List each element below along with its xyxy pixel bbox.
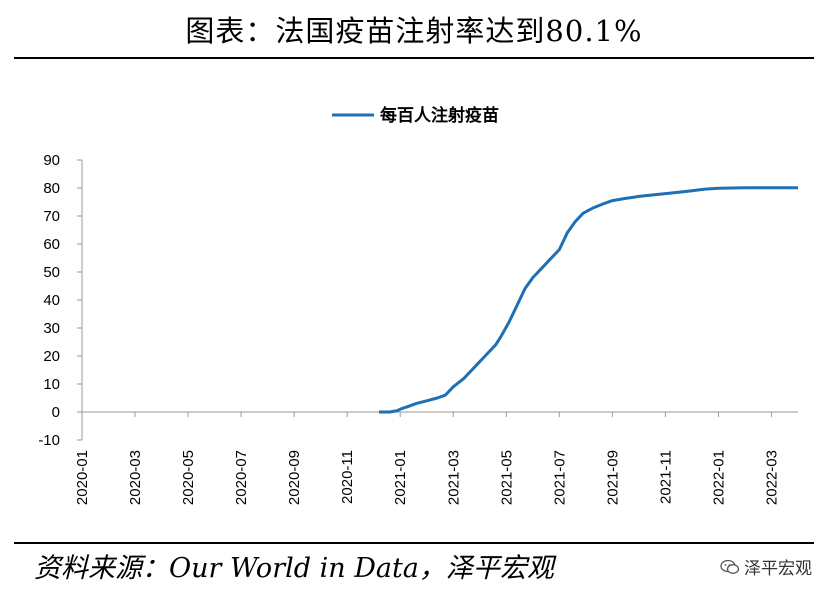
title-divider <box>14 57 814 59</box>
x-tick-label: 2021-03 <box>445 450 462 505</box>
y-tick-label: 10 <box>43 376 60 393</box>
y-axis: 90 80 70 60 50 40 30 20 10 0 -10 <box>38 152 83 449</box>
footer-divider <box>14 542 814 544</box>
x-axis: 2020-01 2020-03 2020-05 2020-07 2020-09 2020-… <box>74 411 798 505</box>
y-tick-label: 30 <box>43 320 60 337</box>
brand-name: 泽平宏观 <box>744 559 812 579</box>
x-tick-label: 2020-07 <box>233 450 250 505</box>
y-tick-label: 70 <box>43 208 60 225</box>
legend: 每百人注射疫苗 <box>332 105 499 126</box>
x-tick-label: 2020-01 <box>74 450 91 505</box>
y-tick-label: 50 <box>43 264 60 281</box>
x-tick-label: 2020-05 <box>180 450 197 505</box>
source-note: 资料来源：Our World in Data，泽平宏观 <box>34 553 554 584</box>
y-tick-label: 0 <box>52 404 60 421</box>
x-tick-label: 2021-11 <box>657 450 674 504</box>
x-tick-label: 2020-09 <box>286 450 303 505</box>
x-tick-label: 2020-03 <box>127 450 144 505</box>
brand-badge: 泽平宏观 <box>720 554 812 579</box>
wechat-icon <box>720 559 740 574</box>
x-tick-label: 2021-09 <box>604 450 621 505</box>
y-tick-label: 90 <box>43 152 60 169</box>
y-tick-label: 40 <box>43 292 60 309</box>
page-title: 图表：法国疫苗注射率达到80.1% <box>185 14 643 48</box>
x-tick-label: 2022-01 <box>710 450 727 505</box>
series-line <box>379 186 798 414</box>
x-tick-label: 2021-01 <box>392 450 409 505</box>
x-tick-label: 2022-03 <box>763 450 780 505</box>
x-tick-label: 2021-07 <box>551 450 568 505</box>
y-tick-label: -10 <box>38 432 60 449</box>
x-tick-label: 2020-11 <box>339 450 356 504</box>
legend-label: 每百人注射疫苗 <box>380 105 499 126</box>
x-tick-label: 2021-05 <box>498 450 515 505</box>
y-tick-label: 80 <box>43 180 60 197</box>
y-tick-label: 60 <box>43 236 60 253</box>
y-tick-label: 20 <box>43 348 60 365</box>
